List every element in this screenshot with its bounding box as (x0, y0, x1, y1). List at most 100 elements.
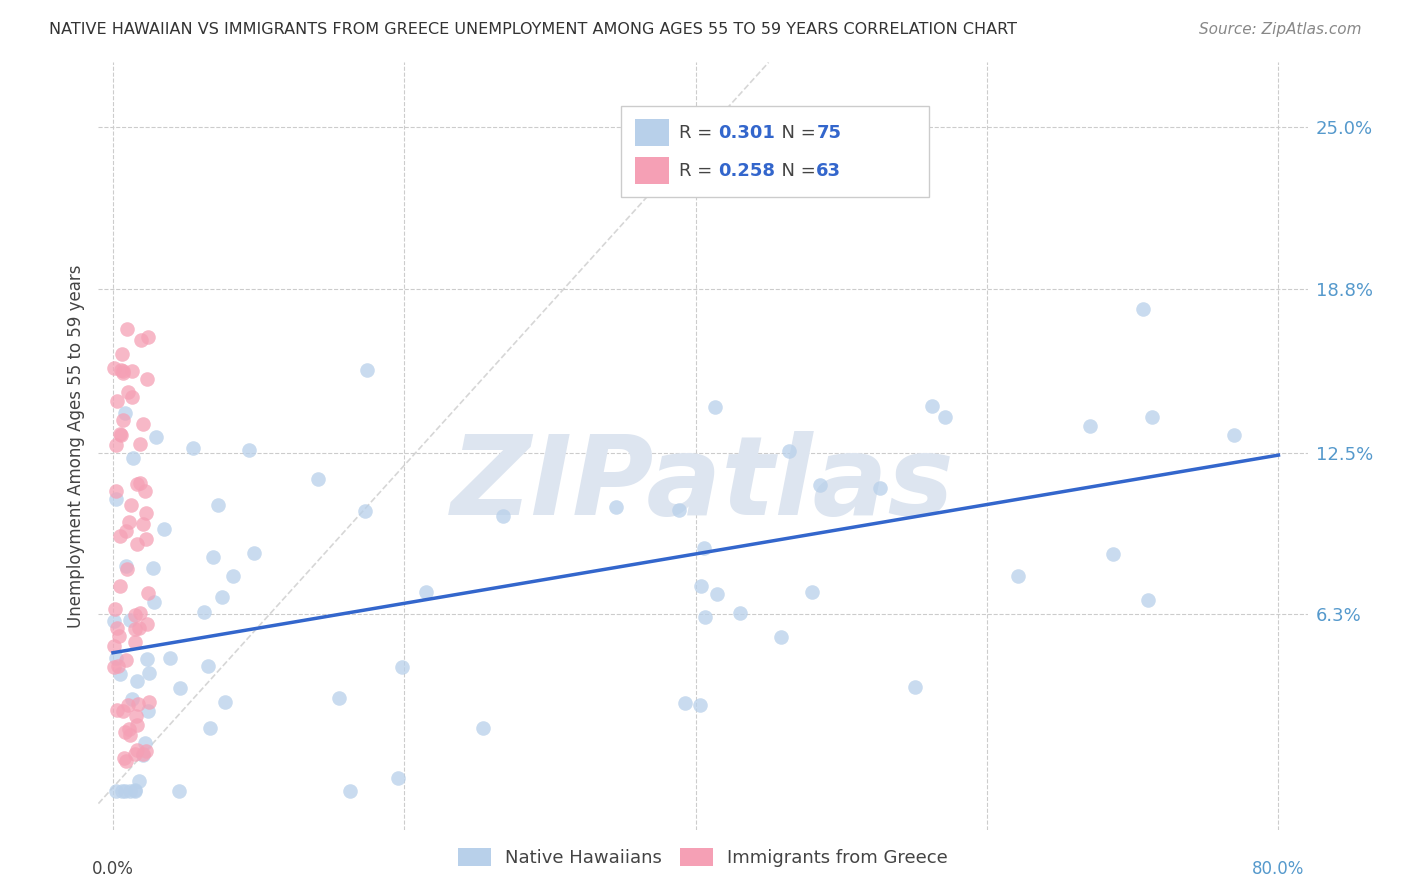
Point (214, 695, 236, 709)
Point (108, 579, 131, 593)
Point (695, 610, 717, 624)
Point (770, 630, 793, 644)
Point (111, 783, 134, 797)
Point (134, 736, 156, 750)
Point (124, 783, 146, 797)
Point (904, 681, 927, 695)
Point (115, 562, 138, 576)
Point (138, 330, 160, 344)
Point (354, 503, 377, 517)
Point (704, 400, 727, 414)
Point (117, 698, 139, 712)
Point (108, 427, 131, 442)
Point (339, 783, 361, 797)
Point (118, 515, 141, 529)
Point (801, 585, 824, 599)
Point (207, 498, 229, 512)
Point (193, 605, 215, 619)
Point (131, 747, 153, 762)
Text: N =: N = (770, 124, 821, 142)
Point (391, 660, 413, 674)
Point (104, 601, 127, 615)
Point (693, 541, 716, 555)
Point (169, 681, 191, 695)
Point (121, 390, 143, 404)
Point (127, 697, 149, 711)
Point (114, 725, 136, 739)
Point (668, 502, 690, 516)
Point (129, 333, 152, 347)
Point (135, 506, 157, 520)
Text: R =: R = (679, 161, 717, 179)
Point (107, 659, 129, 673)
Point (356, 363, 378, 377)
Legend: Native Hawaiians, Immigrants from Greece: Native Hawaiians, Immigrants from Greece (451, 840, 955, 874)
Point (690, 579, 713, 593)
Point (103, 361, 125, 376)
Point (128, 621, 150, 635)
Point (103, 614, 125, 628)
Point (117, 385, 139, 400)
Point (124, 747, 146, 761)
Point (198, 722, 221, 736)
Point (492, 509, 515, 524)
Point (121, 692, 143, 706)
Point (112, 366, 135, 380)
Point (118, 723, 141, 737)
Point (115, 755, 138, 769)
Point (105, 621, 128, 635)
Point (135, 744, 157, 758)
Point (112, 704, 135, 718)
Point (730, 606, 752, 620)
Point (387, 771, 409, 785)
Text: Source: ZipAtlas.com: Source: ZipAtlas.com (1198, 22, 1361, 37)
Point (129, 437, 152, 451)
Point (114, 783, 136, 797)
Point (108, 629, 131, 643)
Point (124, 607, 146, 622)
Point (1101, 547, 1123, 561)
Point (135, 617, 157, 632)
Point (115, 322, 138, 336)
Point (934, 410, 956, 425)
Point (471, 721, 494, 735)
Point (118, 783, 141, 797)
Point (142, 595, 165, 609)
Point (1223, 428, 1246, 442)
Point (307, 472, 329, 486)
Y-axis label: Unemployment Among Ages 55 to 59 years: Unemployment Among Ages 55 to 59 years (66, 264, 84, 628)
Point (105, 492, 128, 507)
Point (132, 516, 155, 531)
Point (921, 399, 943, 413)
Point (110, 667, 132, 681)
Point (105, 650, 128, 665)
Point (127, 477, 149, 491)
Point (124, 622, 146, 636)
Point (167, 783, 190, 797)
Point (153, 522, 176, 536)
Point (142, 560, 165, 574)
Point (1132, 301, 1154, 316)
Point (181, 441, 204, 455)
Point (1140, 409, 1163, 424)
Point (706, 587, 728, 601)
Point (103, 660, 125, 674)
Text: NATIVE HAWAIIAN VS IMMIGRANTS FROM GREECE UNEMPLOYMENT AMONG AGES 55 TO 59 YEARS: NATIVE HAWAIIAN VS IMMIGRANTS FROM GREEC… (49, 22, 1017, 37)
Point (125, 718, 148, 732)
Point (110, 427, 132, 442)
Point (242, 546, 264, 560)
Point (138, 666, 160, 681)
Point (145, 430, 167, 444)
Point (125, 743, 148, 757)
Point (112, 364, 135, 378)
Text: R =: R = (679, 124, 717, 142)
Text: ZIPatlas: ZIPatlas (451, 431, 955, 538)
Point (673, 696, 696, 710)
Point (134, 484, 156, 499)
Point (120, 613, 142, 627)
Point (135, 533, 157, 547)
Point (238, 443, 260, 458)
Point (105, 394, 128, 409)
Point (111, 347, 134, 361)
Point (605, 500, 627, 515)
